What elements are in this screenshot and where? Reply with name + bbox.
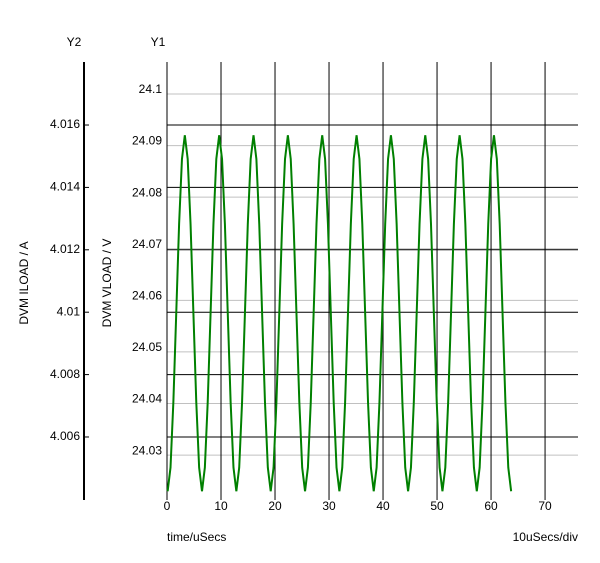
y1-tick-label: 24.03 <box>132 443 162 457</box>
y1-tick-label: 24.09 <box>132 134 162 148</box>
y2-tick-label: 4.012 <box>50 242 80 256</box>
y2-tick-label: 4.008 <box>50 367 80 381</box>
x-tick-label: 40 <box>376 499 390 513</box>
x-tick-label: 30 <box>322 499 336 513</box>
x-tick-label: 70 <box>538 499 552 513</box>
y1-tick-label: 24.05 <box>132 340 162 354</box>
y2-tick-label: 4.006 <box>50 429 80 443</box>
y2-axis-name: Y2 <box>67 35 82 49</box>
y1-axis-name: Y1 <box>151 35 166 49</box>
x-tick-label: 10 <box>214 499 228 513</box>
y1-tick-label: 24.08 <box>132 185 162 199</box>
x-tick-label: 0 <box>164 499 171 513</box>
series-line <box>166 135 513 492</box>
y1-tick-label: 24.07 <box>132 237 162 251</box>
y1-tick-label: 24.04 <box>132 392 162 406</box>
x-tick-label: 50 <box>430 499 444 513</box>
x-tick-label: 60 <box>484 499 498 513</box>
y1-tick-label: 24.1 <box>139 82 163 96</box>
y2-axis-title: DVM ILOAD / A <box>17 241 31 324</box>
y2-tick-label: 4.01 <box>57 304 81 318</box>
y1-axis-title: DVM VLOAD / V <box>100 239 114 328</box>
x-axis-title: time/uSecs <box>167 530 226 544</box>
y1-tick-label: 24.06 <box>132 289 162 303</box>
x-scale-note: 10uSecs/div <box>513 530 578 544</box>
y2-tick-label: 4.014 <box>50 180 80 194</box>
y2-tick-label: 4.016 <box>50 117 80 131</box>
x-tick-label: 20 <box>268 499 282 513</box>
